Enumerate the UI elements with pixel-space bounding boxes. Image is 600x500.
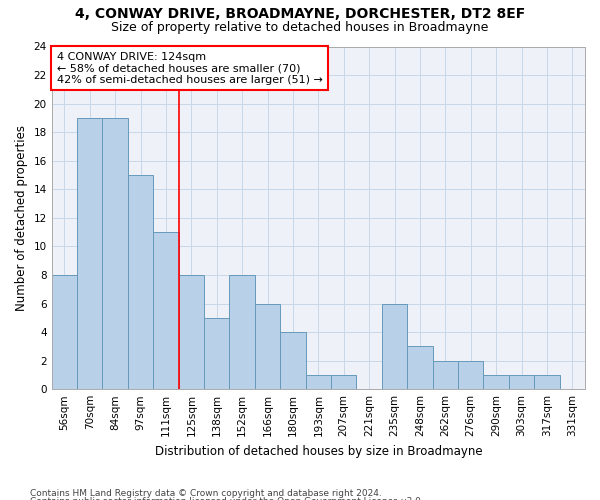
Bar [433, 360, 458, 389]
Bar [77, 118, 103, 389]
Text: Contains public sector information licensed under the Open Government Licence v3: Contains public sector information licen… [30, 497, 424, 500]
Bar [103, 118, 128, 389]
Y-axis label: Number of detached properties: Number of detached properties [15, 125, 28, 311]
Bar [153, 232, 179, 389]
Bar [305, 375, 331, 389]
Bar [128, 175, 153, 389]
Text: 4, CONWAY DRIVE, BROADMAYNE, DORCHESTER, DT2 8EF: 4, CONWAY DRIVE, BROADMAYNE, DORCHESTER,… [75, 8, 525, 22]
Text: Size of property relative to detached houses in Broadmayne: Size of property relative to detached ho… [112, 21, 488, 34]
Bar [255, 304, 280, 389]
Bar [52, 275, 77, 389]
X-axis label: Distribution of detached houses by size in Broadmayne: Distribution of detached houses by size … [155, 444, 482, 458]
Bar [179, 275, 204, 389]
Bar [509, 375, 534, 389]
Bar [484, 375, 509, 389]
Bar [280, 332, 305, 389]
Bar [331, 375, 356, 389]
Bar [407, 346, 433, 389]
Bar [204, 318, 229, 389]
Bar [382, 304, 407, 389]
Text: Contains HM Land Registry data © Crown copyright and database right 2024.: Contains HM Land Registry data © Crown c… [30, 488, 382, 498]
Text: 4 CONWAY DRIVE: 124sqm
← 58% of detached houses are smaller (70)
42% of semi-det: 4 CONWAY DRIVE: 124sqm ← 58% of detached… [57, 52, 323, 85]
Bar [229, 275, 255, 389]
Bar [534, 375, 560, 389]
Bar [458, 360, 484, 389]
